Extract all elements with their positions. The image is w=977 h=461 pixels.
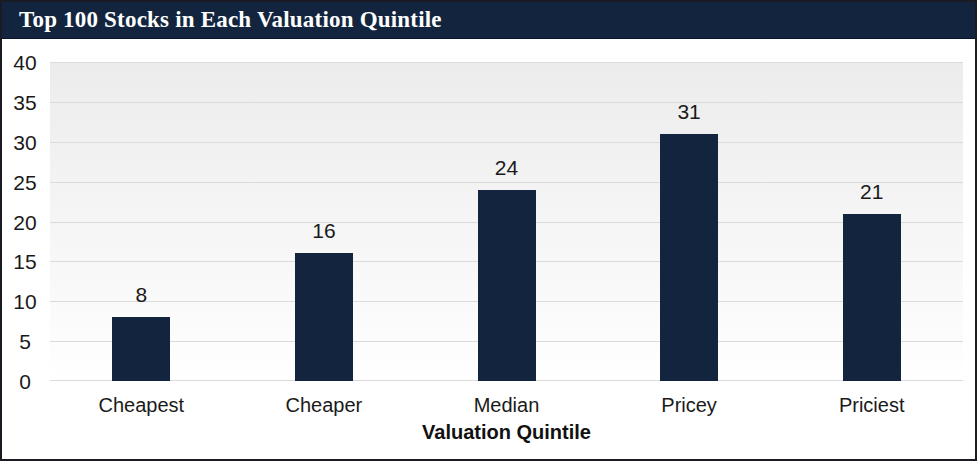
chart-title: Top 100 Stocks in Each Valuation Quintil… [19, 7, 442, 33]
bar-value-label-pricey: 31 [649, 101, 729, 122]
y-tick-label-15: 15 [2, 251, 48, 272]
x-category-label-cheapest: Cheapest [56, 395, 226, 415]
y-tick-label-10: 10 [2, 291, 48, 312]
y-tick-label-25: 25 [2, 172, 48, 193]
x-category-label-pricey: Pricey [604, 395, 774, 415]
bar-value-label-cheaper: 16 [284, 220, 364, 241]
y-tick-label-30: 30 [2, 132, 48, 153]
x-category-label-priciest: Priciest [787, 395, 957, 415]
bar-value-label-cheapest: 8 [101, 284, 181, 305]
x-category-label-median: Median [422, 395, 592, 415]
gridline-25 [50, 182, 963, 183]
bar-median [478, 190, 536, 381]
y-tick-label-20: 20 [2, 212, 48, 233]
x-axis-title: Valuation Quintile [50, 422, 963, 442]
chart-frame: Top 100 Stocks in Each Valuation Quintil… [0, 0, 977, 461]
gridline-35 [50, 102, 963, 103]
y-tick-label-5: 5 [2, 331, 48, 352]
bar-value-label-median: 24 [467, 157, 547, 178]
gridline-30 [50, 142, 963, 143]
bar-priciest [843, 214, 901, 381]
plot-area: 8 16 24 31 21 [50, 62, 963, 381]
y-tick-label-35: 35 [2, 92, 48, 113]
bar-cheaper [295, 253, 353, 381]
chart-title-bar: Top 100 Stocks in Each Valuation Quintil… [2, 2, 975, 39]
bar-cheapest [112, 317, 170, 381]
gridline-40 [50, 62, 963, 63]
y-tick-label-0: 0 [2, 371, 48, 392]
bar-pricey [660, 134, 718, 381]
x-category-label-cheaper: Cheaper [239, 395, 409, 415]
y-tick-label-40: 40 [2, 52, 48, 73]
bar-value-label-priciest: 21 [832, 181, 912, 202]
